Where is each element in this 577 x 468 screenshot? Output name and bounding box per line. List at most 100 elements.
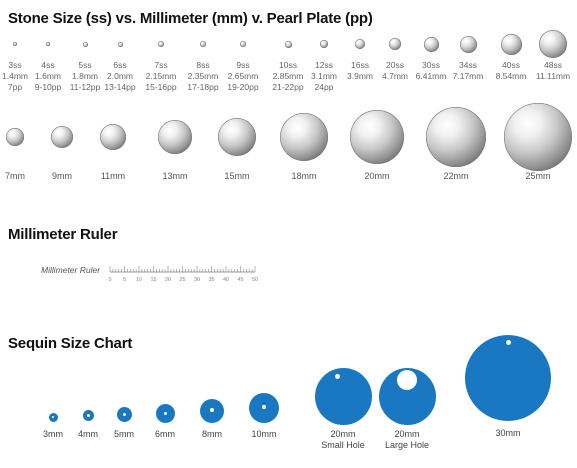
- stone-gem: [459, 35, 477, 53]
- sequin-hole-label: Small Hole: [321, 440, 365, 450]
- stone-gem: [355, 39, 365, 49]
- sequin-hole: [262, 405, 266, 409]
- ruler-tick-label: 15: [150, 277, 156, 283]
- ruler-tick-label: 20: [165, 277, 171, 283]
- stone-mm-label: 1.8mm: [72, 71, 98, 81]
- sequin-hole: [122, 412, 126, 416]
- stone-ss-label: 8ss: [196, 60, 210, 70]
- stone-ss-label: 40ss: [502, 60, 520, 70]
- stone-ss-label: 9ss: [236, 60, 250, 70]
- stone-pp-label: 15-16pp: [145, 82, 177, 92]
- big-stone-gem: [504, 103, 572, 171]
- stone-mm-label: 2.0mm: [107, 71, 133, 81]
- stone-pp-label: 13-14pp: [104, 82, 136, 92]
- sequin-size-label: 6mm: [155, 429, 175, 439]
- ruler-tick-label: 25: [179, 277, 185, 283]
- big-stone-label: 7mm: [5, 171, 25, 181]
- stone-ss-label: 7ss: [154, 60, 168, 70]
- sequin-disc: [465, 335, 551, 421]
- stone-mm-label: 1.4mm: [2, 71, 28, 81]
- stone-ss-label: 10ss: [279, 60, 297, 70]
- stone-mm-label: 2.65mm: [227, 71, 259, 81]
- ruler-tick-label: 40: [223, 277, 229, 283]
- big-stone-gem: [51, 126, 73, 148]
- sequin-size-label: 4mm: [78, 429, 98, 439]
- stone-pp-label: 21-22pp: [272, 82, 304, 92]
- stone-mm-label: 2.35mm: [187, 71, 219, 81]
- stone-pp-label: 24pp: [314, 82, 334, 92]
- stone-gem: [500, 33, 522, 55]
- stone-mm-label: 2.15mm: [145, 71, 177, 81]
- stone-pp-label: 7pp: [7, 82, 23, 92]
- sequin-disc: [314, 367, 372, 425]
- stone-ss-label: 6ss: [113, 60, 127, 70]
- sequin-disc: [82, 409, 94, 421]
- sequin-size-label: 30mm: [495, 428, 521, 438]
- sequin-size-label: 20mm: [394, 429, 420, 439]
- sequin-hole: [86, 413, 90, 417]
- stone-pp-label: 19-20pp: [227, 82, 259, 92]
- stone-gem: [284, 40, 292, 48]
- big-stone-gem: [6, 128, 24, 146]
- big-stone-label: 20mm: [364, 171, 390, 181]
- sequin-hole: [51, 415, 55, 419]
- ruler-tick-label: 50: [252, 277, 258, 283]
- stone-gem: [13, 42, 17, 46]
- big-stone-label: 11mm: [100, 171, 126, 181]
- stone-gem: [389, 38, 401, 50]
- stone-mm-label: 11.11mm: [535, 71, 571, 81]
- stone-gem: [82, 41, 88, 47]
- stone-gem: [158, 41, 164, 47]
- stone-mm-label: 7.17mm: [452, 71, 484, 81]
- sequin-size-label: 5mm: [114, 429, 134, 439]
- ruler-label: Millimeter Ruler: [41, 265, 101, 275]
- big-stone-gem: [350, 110, 404, 164]
- sequin-hole: [210, 408, 214, 412]
- stone-ss-label: 20ss: [386, 60, 404, 70]
- sequin-hole-label: Large Hole: [384, 440, 430, 450]
- stone-gem: [200, 41, 206, 47]
- big-stone-label: 18mm: [291, 171, 317, 181]
- stone-ss-label: 16ss: [351, 60, 369, 70]
- sequin-hole: [505, 339, 511, 345]
- big-stone-label: 25mm: [525, 171, 551, 181]
- sequin-disc: [116, 406, 132, 422]
- stone-ss-label: 48ss: [544, 60, 562, 70]
- sequin-size-label: 20mm: [330, 429, 356, 439]
- stone-gem: [46, 42, 50, 46]
- stone-ss-label: 30ss: [422, 60, 440, 70]
- stone-mm-label: 8.54mm: [495, 71, 527, 81]
- big-stone-gem: [100, 124, 126, 150]
- ruler-tick-label: 10: [136, 277, 142, 283]
- sequin-size-label: 3mm: [43, 429, 63, 439]
- stone-mm-label: 6.41mm: [415, 71, 447, 81]
- big-stone-label: 9mm: [52, 171, 72, 181]
- stone-ss-label: 3ss: [8, 60, 22, 70]
- sequin-disc: [48, 412, 58, 422]
- ruler-tick-label: 30: [194, 277, 200, 283]
- ruler-title: Millimeter Ruler: [8, 226, 118, 243]
- big-stone-label: 13mm: [162, 171, 188, 181]
- sequin-hole: [397, 370, 417, 390]
- stone-pp-label: 17-18pp: [187, 82, 219, 92]
- stone-gem: [423, 36, 439, 52]
- sequin-size-label: 8mm: [202, 429, 222, 439]
- stone-ss-label: 34ss: [459, 60, 477, 70]
- stone-mm-label: 3.9mm: [347, 71, 373, 81]
- stone-gem: [539, 30, 567, 58]
- sequin-hole: [163, 411, 167, 415]
- sequin-disc: [378, 367, 436, 425]
- ruler-tick-label: 35: [208, 277, 214, 283]
- big-stone-label: 22mm: [443, 171, 469, 181]
- stone-pp-label: 9-10pp: [34, 82, 62, 92]
- stone-gem: [320, 40, 328, 48]
- big-stone-gem: [218, 118, 256, 156]
- sequin-disc: [200, 399, 224, 423]
- stone-gem: [240, 41, 246, 47]
- sequin-title: Sequin Size Chart: [8, 335, 133, 352]
- sequin-hole: [334, 373, 340, 379]
- stone-ss-label: 4ss: [41, 60, 55, 70]
- stone-mm-label: 2.85mm: [272, 71, 304, 81]
- stone-ss-label: 12ss: [315, 60, 333, 70]
- stone-size-title: Stone Size (ss) vs. Millimeter (mm) v. P…: [8, 10, 373, 27]
